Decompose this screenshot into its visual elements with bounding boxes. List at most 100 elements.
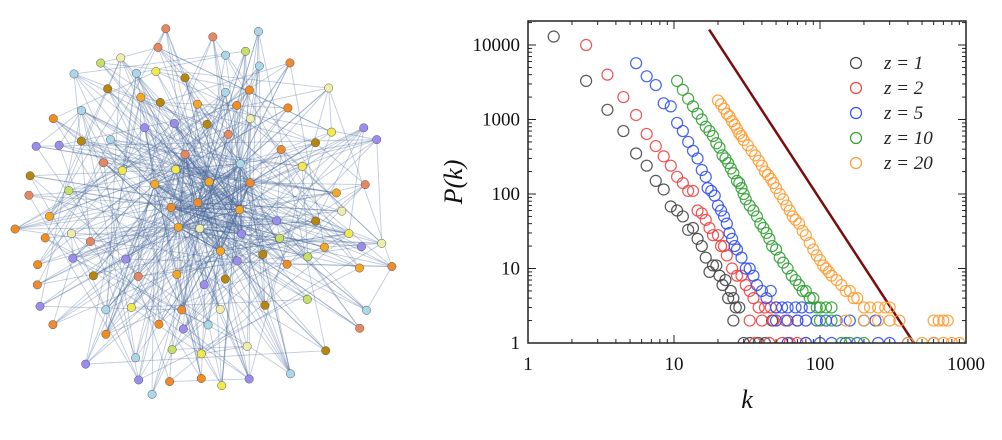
network-edge	[130, 163, 241, 308]
network-edge	[36, 145, 176, 170]
network-edge	[107, 88, 242, 235]
data-point	[932, 314, 945, 327]
data-point	[793, 278, 806, 292]
network-edge	[170, 163, 241, 208]
data-point	[758, 336, 772, 343]
network-edge	[184, 154, 205, 285]
network-nodes	[10, 24, 397, 399]
data-point	[766, 314, 779, 327]
network-edge	[246, 31, 259, 347]
network-node	[150, 179, 160, 189]
network-edge	[81, 110, 171, 382]
y-axis-title: P(k)	[439, 160, 468, 206]
data-point	[747, 204, 760, 217]
network-node	[217, 381, 227, 391]
network-edge	[220, 250, 248, 347]
network-edge	[100, 62, 329, 89]
network-edge	[154, 183, 264, 255]
data-point	[927, 336, 940, 343]
network-edge	[154, 184, 178, 275]
network-edge	[208, 181, 221, 252]
data-point	[830, 273, 843, 287]
data-point	[730, 269, 744, 282]
network-edge	[121, 73, 137, 171]
data-point	[752, 154, 765, 167]
data-point	[670, 204, 684, 217]
network-edge	[175, 169, 210, 183]
network-edge	[197, 87, 329, 204]
network-node	[303, 252, 313, 262]
network-edge	[28, 194, 240, 211]
network-node	[387, 262, 397, 271]
network-edge	[178, 209, 240, 228]
network-edge	[177, 154, 186, 228]
data-point	[869, 314, 882, 327]
data-point	[775, 336, 789, 343]
network-node	[147, 389, 157, 399]
data-point	[719, 273, 732, 287]
network-edge	[90, 226, 179, 243]
network-edge	[144, 127, 221, 310]
network-edge	[197, 163, 241, 204]
network-edge	[176, 274, 202, 355]
data-point	[945, 336, 958, 343]
network-edge	[53, 118, 199, 204]
network-node	[32, 280, 42, 290]
network-node	[237, 229, 246, 239]
data-point	[741, 139, 754, 152]
data-point	[839, 336, 852, 343]
network-edge	[241, 182, 251, 234]
y-tick-label: 100	[492, 184, 521, 205]
data-point	[775, 301, 789, 314]
data-point	[725, 115, 739, 128]
data-point	[686, 144, 700, 157]
network-edge	[154, 142, 316, 185]
network-edge	[68, 190, 221, 252]
network-edge	[49, 169, 176, 217]
data-point	[796, 224, 809, 237]
network-edge	[239, 163, 242, 234]
network-edge	[144, 127, 183, 311]
network-edge	[171, 207, 277, 222]
network-edge	[249, 127, 364, 184]
network-edge	[171, 207, 325, 248]
data-point	[783, 204, 796, 217]
data-point	[883, 314, 896, 327]
data-point	[843, 336, 856, 343]
network-edge	[14, 123, 208, 230]
network-edge	[81, 140, 251, 184]
network-edge	[197, 92, 226, 203]
network-edge	[81, 110, 176, 170]
network-node	[178, 324, 188, 334]
network-node	[235, 159, 245, 169]
data-point	[745, 144, 758, 157]
network-edge	[105, 169, 177, 310]
data-point	[785, 269, 798, 282]
data-point	[682, 184, 695, 198]
network-edge	[103, 162, 221, 252]
network-edge	[181, 182, 251, 311]
network-edge	[221, 163, 241, 386]
network-edge	[121, 97, 142, 171]
network-edge	[174, 123, 288, 265]
data-point	[777, 193, 790, 206]
x-axis-title: k	[741, 385, 753, 414]
data-point	[710, 137, 723, 150]
network-edge	[103, 162, 179, 228]
network-edge	[239, 65, 260, 210]
data-point	[883, 336, 896, 343]
network-edge	[154, 183, 367, 311]
network-node	[360, 180, 370, 190]
network-edge	[175, 163, 241, 170]
network-edge	[239, 182, 251, 210]
network-edge	[81, 110, 140, 381]
network-edge	[170, 134, 229, 208]
network-edge	[157, 46, 332, 133]
network-edge	[165, 28, 226, 280]
network-edge	[197, 202, 291, 375]
network-node	[223, 129, 233, 139]
data-point	[791, 314, 804, 327]
data-point	[781, 301, 794, 314]
network-node	[126, 302, 136, 312]
network-edge	[178, 226, 221, 252]
